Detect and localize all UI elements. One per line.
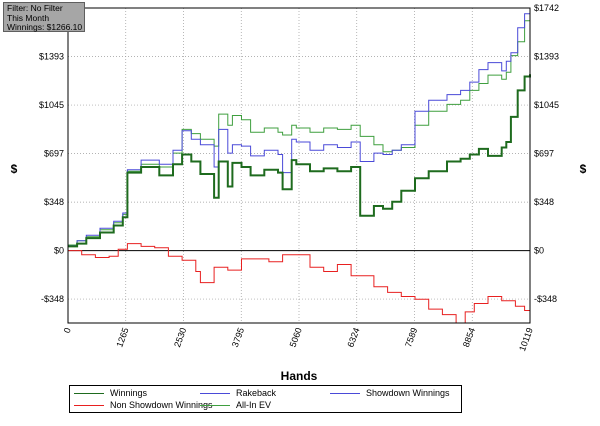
legend: Winnings Rakeback Showdown Winnings Non … <box>69 385 462 413</box>
legend-label-non-showdown: Non Showdown Winnings <box>110 400 213 410</box>
y-tick-label: $1393 <box>534 52 559 62</box>
x-axis-title: Hands <box>281 369 318 383</box>
x-tick-label: 0 <box>62 326 73 334</box>
legend-label-showdown: Showdown Winnings <box>366 388 450 398</box>
x-tick-label: 6324 <box>345 326 361 348</box>
series-line-rakeback <box>68 8 531 247</box>
legend-swatch-winnings <box>74 393 104 394</box>
legend-swatch-rakeback <box>200 393 230 394</box>
grid-lines <box>68 8 530 323</box>
y-tick-label: -$348 <box>534 294 557 304</box>
x-tick-label: 10119 <box>517 326 535 352</box>
y-tick-labels-right: $1742 $1393 $1045 $697 $348 $0 -$348 <box>534 3 559 304</box>
date-range-label: This Month <box>7 12 50 23</box>
series-line-winnings <box>68 74 531 248</box>
y-tick-label: $348 <box>534 197 554 207</box>
y-tick-label: $697 <box>44 149 64 159</box>
x-tick-label: 3795 <box>230 326 246 348</box>
filter-label: Filter: No Filter <box>7 3 63 13</box>
legend-swatch-non-showdown <box>74 405 104 406</box>
x-tick-label: 5060 <box>288 326 304 348</box>
legend-label-rakeback: Rakeback <box>236 388 277 398</box>
series-line-non-showdown-winnings <box>68 243 531 324</box>
x-tick-labels: 0 1265 2530 3795 5060 6324 7589 8854 10119 <box>62 326 535 352</box>
y-tick-label: $348 <box>44 197 64 207</box>
y-tick-label: $0 <box>54 246 64 256</box>
x-tick-label: 8854 <box>461 326 477 348</box>
y-tick-label: $1742 <box>534 3 559 13</box>
plot-area <box>68 8 530 323</box>
filter-info-box: Filter: No Filter This Month Winnings: $… <box>3 2 85 32</box>
plot-frame <box>67 7 531 324</box>
legend-swatch-allin-ev <box>200 405 230 406</box>
x-tick-label: 1265 <box>114 326 130 348</box>
y-tick-label: $1393 <box>39 52 64 62</box>
legend-label-allin-ev: All-In EV <box>236 400 272 410</box>
y-axis-title-right: $ <box>580 162 587 176</box>
winnings-total-label: Winnings: $1266.10 <box>7 22 83 33</box>
x-tick-label: 2530 <box>172 326 188 348</box>
y-tick-label: $1045 <box>534 100 559 110</box>
y-tick-label: $1045 <box>39 100 64 110</box>
legend-label-winnings: Winnings <box>110 388 148 398</box>
y-tick-labels-left: $1742$1393$1045$697$348$0-$348 <box>39 3 64 304</box>
y-tick-label: $0 <box>534 246 544 256</box>
series-lines <box>68 8 531 324</box>
x-tick-label: 7589 <box>403 326 419 348</box>
y-axis-title-left: $ <box>11 162 18 176</box>
y-tick-label: $697 <box>534 149 554 159</box>
y-tick-label: -$348 <box>41 294 64 304</box>
legend-swatch-showdown <box>330 393 360 394</box>
